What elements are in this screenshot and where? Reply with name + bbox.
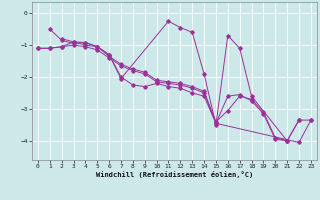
X-axis label: Windchill (Refroidissement éolien,°C): Windchill (Refroidissement éolien,°C) — [96, 171, 253, 178]
